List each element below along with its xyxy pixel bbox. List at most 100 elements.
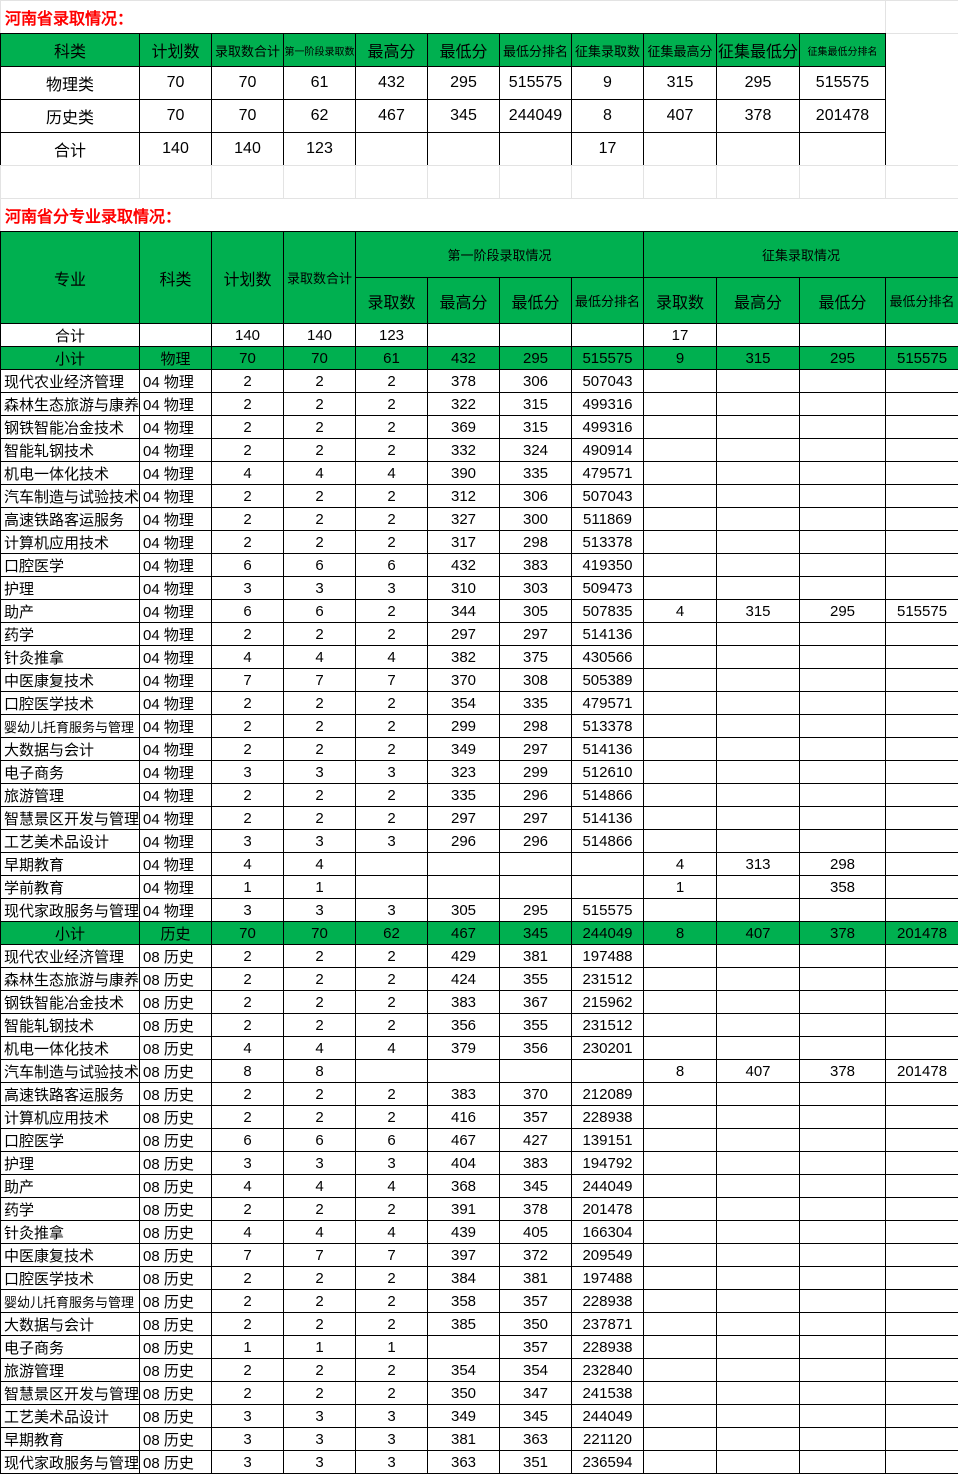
value-cell: 209549: [570, 1243, 645, 1267]
value-cell: 3: [283, 1450, 356, 1474]
column-header: 征集录取数: [571, 33, 644, 67]
value-cell: 3: [211, 760, 284, 784]
major-name-cell: 智能轧钢技术: [0, 1013, 140, 1037]
value-cell: 384: [427, 1266, 500, 1290]
group-header-supplementary: 征集录取情况: [643, 231, 958, 278]
value-cell: [499, 1059, 572, 1083]
empty-cell: [799, 165, 886, 199]
value-cell: 9: [643, 346, 718, 370]
value-cell: 378: [799, 1059, 887, 1083]
major-name-cell: 智慧景区开发与管理: [0, 1381, 140, 1405]
value-cell: 499316: [570, 415, 645, 439]
value-cell: [570, 875, 645, 899]
value-cell: 1: [643, 875, 718, 899]
value-cell: [716, 1220, 801, 1244]
value-cell: 6: [283, 553, 356, 577]
value-cell: [643, 576, 718, 600]
column-header: 最低分: [799, 277, 887, 324]
major-row: 钢铁智能冶金技术 04 物理 2 2 2 369 315 499316: [0, 415, 958, 439]
major-name-cell: 中医康复技术: [0, 668, 140, 692]
value-cell: [716, 898, 801, 922]
value-cell: [716, 967, 801, 991]
major-name-cell: 钢铁智能冶金技术: [0, 415, 140, 439]
subject-cell: 04 物理: [139, 599, 212, 623]
value-cell: [643, 806, 718, 830]
value-cell: 2: [283, 1105, 356, 1129]
value-cell: 236594: [570, 1450, 645, 1474]
value-cell: 6: [211, 1128, 284, 1152]
value-cell: 367: [499, 990, 572, 1014]
major-name-cell: 现代农业经济管理: [0, 944, 140, 968]
value-cell: [643, 622, 718, 646]
value-cell: [885, 691, 958, 715]
column-header: 录取数: [355, 277, 428, 324]
value-cell: 2: [211, 507, 284, 531]
summary-row: 物理类 70 70 61 432 295 515575 9 315 295 515575: [0, 66, 886, 100]
value-cell: 363: [499, 1427, 572, 1451]
value-cell: [716, 645, 801, 669]
subject-cell: 04 物理: [139, 415, 212, 439]
detail-subheader-row: 录取数 最高分 最低分 最低分排名 录取数 最高分 最低分 最低分排名: [0, 277, 958, 324]
major-row: 智能轧钢技术 08 历史 2 2 2 356 355 231512: [0, 1013, 958, 1037]
value-cell: 381: [427, 1427, 500, 1451]
major-row: 婴幼儿托育服务与管理 08 历史 2 2 2 358 357 228938: [0, 1289, 958, 1313]
value-cell: 515575: [570, 346, 645, 370]
value-cell: 17: [643, 323, 718, 347]
value-cell: 2: [211, 1312, 284, 1336]
value-cell: [885, 323, 958, 347]
value-cell: 370: [427, 668, 500, 692]
value-cell: 70: [139, 99, 212, 133]
column-header-subject: 科类: [139, 231, 212, 324]
value-cell: 397: [427, 1243, 500, 1267]
major-name-cell: 护理: [0, 576, 140, 600]
value-cell: 432: [427, 553, 500, 577]
subject-cell: 04 物理: [139, 691, 212, 715]
value-cell: [716, 507, 801, 531]
value-cell: 6: [211, 599, 284, 623]
value-cell: 358: [427, 1289, 500, 1313]
major-name-cell: 小计: [0, 346, 140, 370]
value-cell: [885, 783, 958, 807]
major-row: 大数据与会计 04 物理 2 2 2 349 297 514136: [0, 737, 958, 761]
value-cell: [716, 668, 801, 692]
value-cell: 4: [283, 645, 356, 669]
value-cell: 405: [499, 1220, 572, 1244]
value-cell: 2: [211, 783, 284, 807]
value-cell: 382: [427, 645, 500, 669]
major-row: 高速铁路客运服务 08 历史 2 2 2 383 370 212089: [0, 1082, 958, 1106]
value-cell: 231512: [570, 967, 645, 991]
value-cell: 416: [427, 1105, 500, 1129]
value-cell: 430566: [570, 645, 645, 669]
value-cell: [716, 691, 801, 715]
value-cell: [716, 1266, 801, 1290]
value-cell: [799, 714, 887, 738]
value-cell: 2: [211, 944, 284, 968]
value-cell: 3: [355, 760, 428, 784]
value-cell: 2: [355, 392, 428, 416]
value-cell: [716, 1197, 801, 1221]
column-header: 科类: [0, 33, 140, 67]
value-cell: 297: [427, 622, 500, 646]
subject-cell: 04 物理: [139, 438, 212, 462]
major-detail-table: 专业 科类 计划数 录取数合计 第一阶段录取情况 征集录取情况 录取数 最高分 最低分 最低分排名…: [0, 231, 958, 1474]
value-cell: [570, 323, 645, 347]
value-cell: 3: [355, 576, 428, 600]
major-row: 汽车制造与试验技术 04 物理 2 2 2 312 306 507043: [0, 484, 958, 508]
value-cell: [885, 415, 958, 439]
value-cell: [885, 1243, 958, 1267]
value-cell: [799, 1082, 887, 1106]
value-cell: [716, 829, 801, 853]
value-cell: 368: [427, 1174, 500, 1198]
value-cell: 407: [716, 1059, 801, 1083]
value-cell: 7: [211, 1243, 284, 1267]
value-cell: [716, 1450, 801, 1474]
value-cell: 515575: [885, 346, 958, 370]
value-cell: 385: [427, 1312, 500, 1336]
value-cell: 407: [643, 99, 717, 133]
value-cell: [643, 484, 718, 508]
value-cell: 383: [499, 1151, 572, 1175]
value-cell: 357: [499, 1289, 572, 1313]
subject-cell: 04 物理: [139, 576, 212, 600]
value-cell: 429: [427, 944, 500, 968]
value-cell: 3: [211, 1450, 284, 1474]
